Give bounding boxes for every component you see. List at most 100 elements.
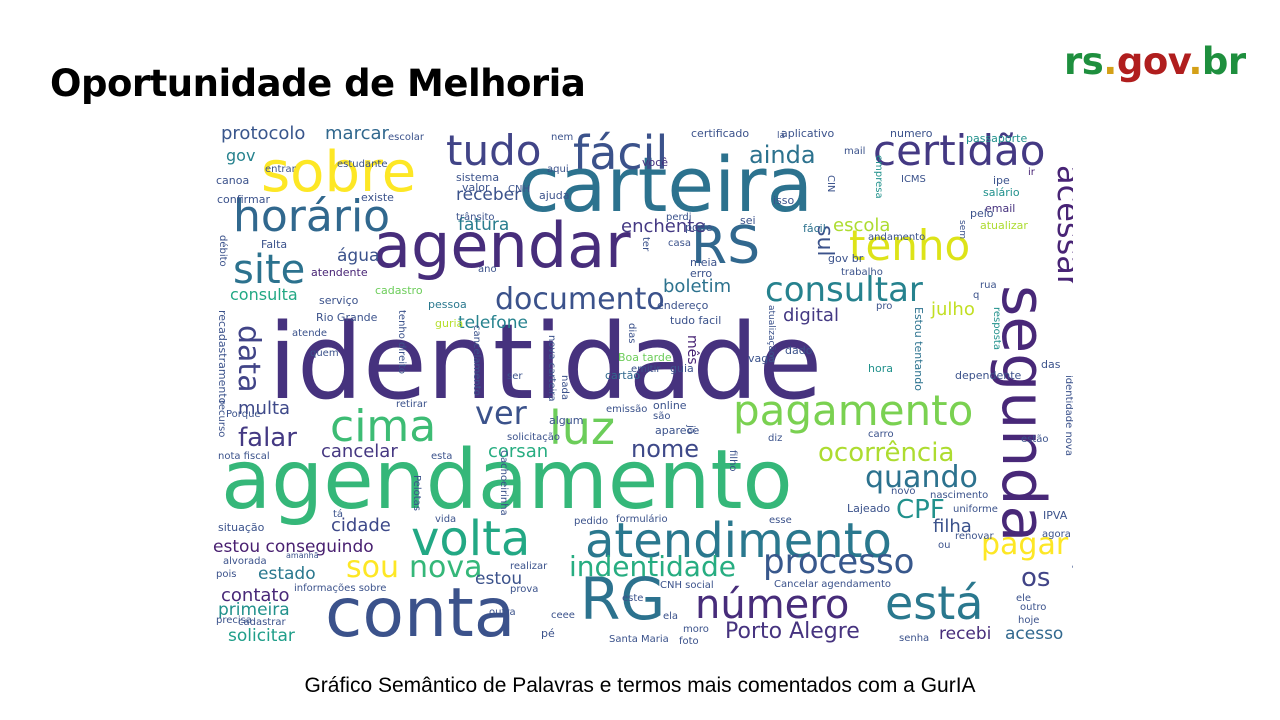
cloud-word: ele	[1016, 593, 1032, 604]
cloud-word: CIN	[825, 175, 836, 193]
cloud-word: ver	[475, 394, 527, 432]
cloud-word: cadastrar	[238, 617, 286, 628]
cloud-word: CPF	[896, 495, 945, 525]
cloud-word: conta	[325, 574, 516, 650]
cloud-word: quando	[865, 460, 978, 495]
cloud-word: Cachoeirinha	[498, 450, 509, 516]
cloud-word: precisa	[216, 615, 253, 626]
cloud-word: escolar	[388, 132, 424, 143]
cloud-word: formulário	[616, 514, 668, 525]
cloud-word: moro	[683, 624, 709, 635]
cloud-word: carro	[868, 429, 894, 440]
cloud-word: hora	[868, 362, 893, 375]
cloud-word: fácil	[803, 222, 826, 235]
slide-caption: Gráfico Semântico de Palavras e termos m…	[304, 674, 976, 697]
cloud-word: identidade	[268, 301, 823, 423]
cloud-word: processo	[763, 542, 915, 582]
cloud-word: dado	[785, 344, 813, 357]
cloud-word: novo	[891, 486, 916, 497]
cloud-word: numero	[890, 127, 933, 140]
cloud-word: passaporte	[966, 132, 1028, 145]
cloud-word: estou conseguindo	[213, 537, 374, 557]
cloud-word: pessoa	[428, 298, 467, 311]
cloud-word: são	[653, 411, 671, 422]
cloud-word: casa	[668, 238, 691, 249]
cloud-word: perdi	[666, 212, 692, 223]
cloud-word: tudo facil	[670, 314, 722, 327]
cloud-word: aqui	[547, 164, 569, 175]
cloud-word: fatura	[458, 215, 510, 235]
cloud-word: Lajeado	[847, 502, 891, 515]
cloud-word: valor	[462, 181, 490, 194]
cloud-word: sistema	[456, 171, 500, 184]
cloud-word: os	[1021, 563, 1051, 593]
cloud-word: foto	[679, 636, 699, 647]
cloud-word: alvorada	[223, 556, 267, 567]
cloud-word: IPVA	[1043, 509, 1068, 522]
cloud-word: ser	[507, 371, 523, 382]
slide-title: Oportunidade de Melhoria	[50, 62, 586, 105]
cloud-word: nome	[631, 435, 700, 463]
cloud-word: falar	[238, 423, 297, 453]
cloud-word: julho	[931, 299, 975, 320]
cloud-word: carteira	[518, 140, 814, 229]
logo-part: .	[1188, 40, 1202, 83]
cloud-word: ir	[1028, 167, 1035, 178]
cloud-word: número	[695, 582, 850, 628]
cloud-word: digital	[783, 305, 839, 326]
cloud-word: aparece	[655, 424, 700, 437]
cloud-word: lá	[777, 131, 786, 141]
cloud-word: recurso	[216, 400, 227, 438]
cloud-word: sei	[740, 214, 756, 227]
cloud-word: mês	[684, 335, 700, 365]
cloud-word: cancelar	[321, 441, 398, 462]
cloud-word: Porto Alegre	[725, 619, 860, 644]
cloud-word: atendente	[311, 266, 368, 279]
cloud-word: vaga	[748, 352, 775, 365]
cloud-word: protocolo	[221, 125, 306, 144]
cloud-word: online	[653, 399, 687, 412]
cloud-word: cadastro	[375, 284, 423, 297]
cloud-word: pro	[876, 301, 893, 312]
cloud-word: Falta	[261, 238, 288, 251]
cloud-word: renovar	[955, 531, 994, 542]
cloud-word: solicitar	[228, 626, 295, 646]
cloud-word: tá	[333, 509, 344, 520]
cloud-word: agendamento	[221, 433, 793, 528]
cloud-word: já	[685, 425, 696, 434]
cloud-word: agendar	[373, 209, 631, 282]
logo-part: .	[1103, 40, 1117, 83]
cloud-word: Estou tentando	[912, 307, 925, 391]
cloud-word: nova	[409, 550, 483, 585]
cloud-word: ICMS	[901, 174, 926, 185]
cloud-word: atualizar	[980, 219, 1028, 232]
cloud-word: estão	[1021, 434, 1049, 445]
cloud-word: pagamento	[733, 386, 974, 435]
cloud-word: cima	[330, 401, 437, 452]
cloud-word: emissão	[606, 404, 648, 415]
cloud-word: corsan	[488, 441, 549, 462]
cloud-word: recebi	[939, 624, 992, 644]
logo-part: rs	[1064, 40, 1104, 83]
logo-part: gov	[1116, 40, 1189, 83]
cloud-word: ter	[640, 237, 651, 252]
cloud-word: dias	[626, 323, 637, 344]
cloud-word: nada	[559, 375, 570, 400]
cloud-word: erro	[690, 267, 713, 280]
cloud-word: ocorrência	[818, 438, 955, 468]
cloud-word: informações sobre	[294, 583, 387, 594]
cloud-word: guia	[670, 362, 694, 375]
cloud-word: data	[231, 325, 266, 393]
cloud-word: serviço	[319, 294, 359, 307]
cloud-word: nem	[551, 132, 574, 143]
cloud-word: ainda	[749, 141, 816, 169]
cloud-word: site	[233, 247, 306, 293]
cloud-word: nascimento	[930, 490, 989, 501]
cloud-word: ajuda	[539, 189, 570, 202]
cloud-word: Rio Grande	[316, 311, 378, 324]
cloud-word: RS	[691, 216, 761, 276]
cloud-word: gov	[226, 146, 256, 165]
cloud-word: das	[1041, 358, 1061, 371]
cloud-word: pedido	[574, 516, 609, 527]
cloud-word: cidade	[331, 515, 391, 536]
